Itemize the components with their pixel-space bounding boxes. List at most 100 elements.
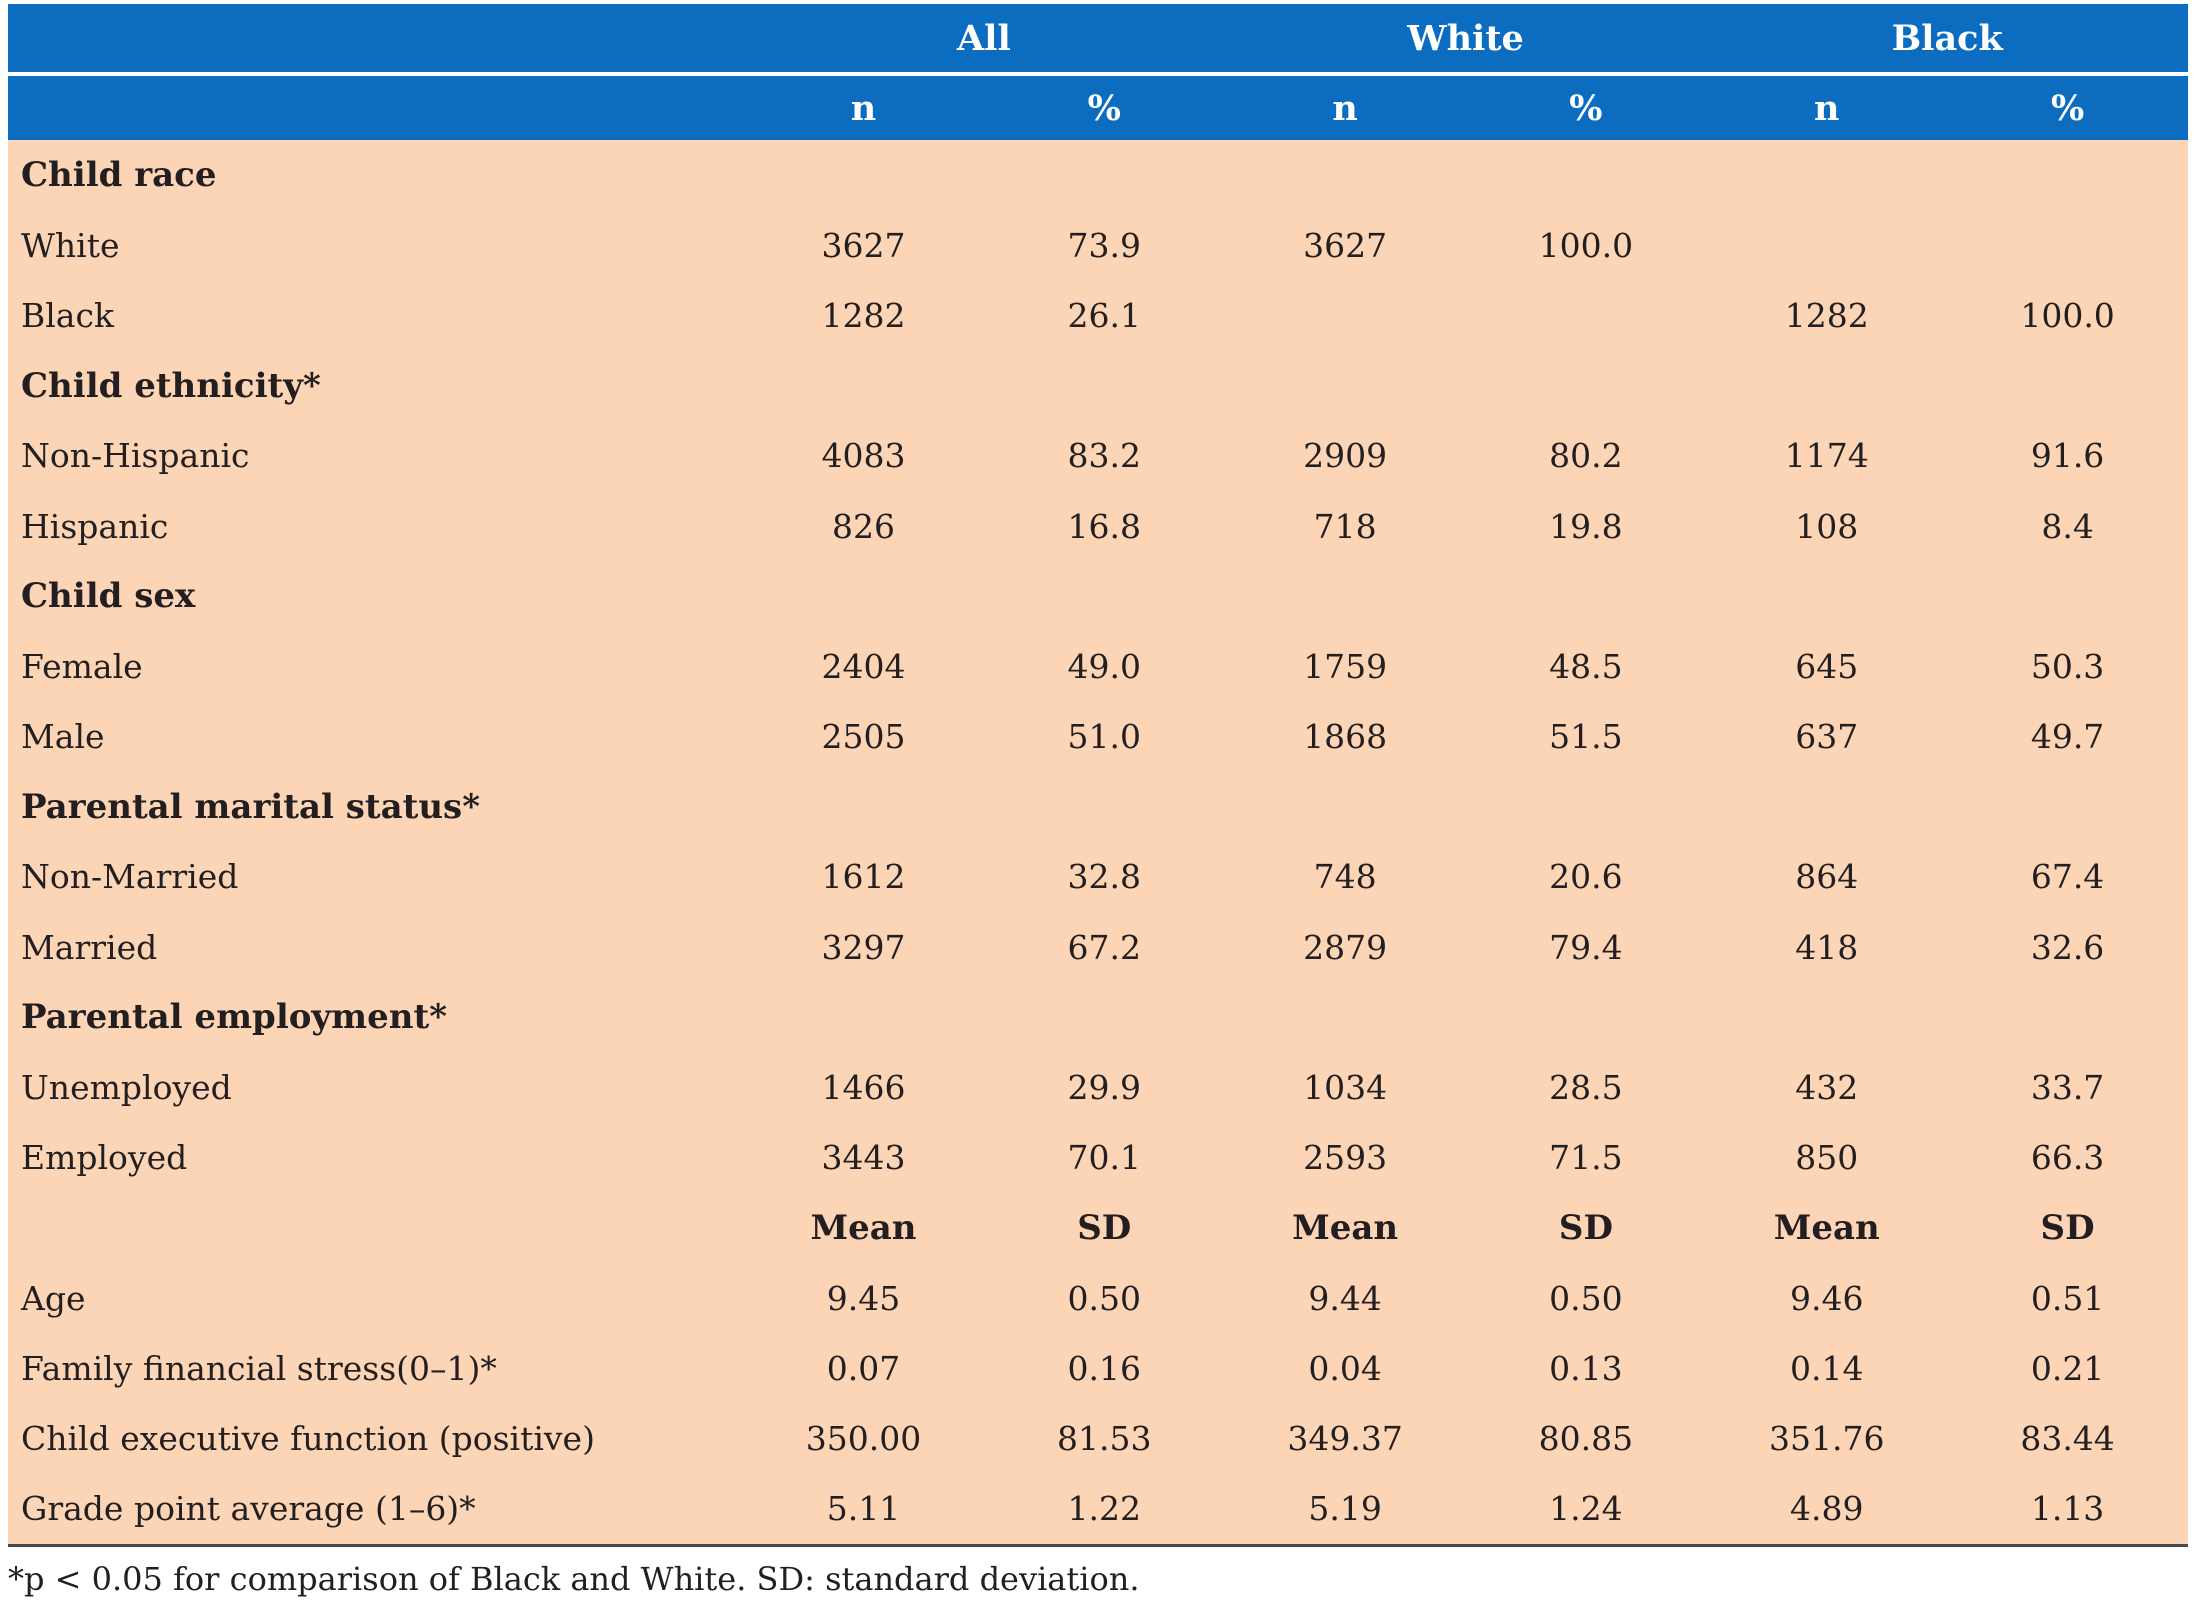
value-cell: 8.4 <box>1947 490 2188 562</box>
value-cell: 28.5 <box>1465 1052 1707 1123</box>
value-cell: 49.0 <box>983 631 1225 702</box>
empty-cell <box>1706 140 1948 211</box>
demographics-table: All White Black n % n % n % Child race Wh… <box>8 4 2188 1547</box>
value-cell: 748 <box>1224 841 1466 913</box>
value-cell: 5.19 <box>1224 1473 1466 1547</box>
value-cell: 637 <box>1706 701 1948 772</box>
value-cell: 0.50 <box>983 1263 1225 1334</box>
value-cell: 66.3 <box>1947 1122 2188 1193</box>
value-cell: 432 <box>1706 1052 1948 1123</box>
value-cell: 418 <box>1706 912 1948 983</box>
stats-header-row: Mean SD Mean SD Mean SD <box>8 1192 2188 1263</box>
value-cell: 0.16 <box>983 1333 1225 1404</box>
value-cell: 83.2 <box>983 420 1225 491</box>
section-title: Child sex <box>8 561 744 632</box>
value-cell: 0.21 <box>1947 1333 2188 1404</box>
row-label: Female <box>8 631 744 702</box>
section-header-row: Parental marital status* <box>8 771 2188 842</box>
value-cell: 1282 <box>743 280 984 351</box>
value-cell: 19.8 <box>1465 490 1707 562</box>
empty-cell <box>743 561 984 632</box>
value-cell: 70.1 <box>983 1122 1225 1193</box>
subheader-cell: % <box>1465 76 1707 140</box>
table-row: Employed 3443 70.1 2593 71.5 850 66.3 <box>8 1122 2188 1193</box>
value-cell <box>1465 280 1707 351</box>
value-cell: 4.89 <box>1706 1473 1948 1547</box>
empty-cell <box>1947 982 2188 1053</box>
value-cell: 108 <box>1706 490 1948 562</box>
empty-cell <box>8 1192 744 1263</box>
empty-cell <box>1465 561 1707 632</box>
value-cell: 350.00 <box>743 1403 984 1474</box>
value-cell: 80.85 <box>1465 1403 1707 1474</box>
value-cell: 3443 <box>743 1122 984 1193</box>
value-cell: 0.07 <box>743 1333 984 1404</box>
section-header-row: Child race <box>8 140 2188 211</box>
section-header-row: Child sex <box>8 561 2188 632</box>
empty-cell <box>743 982 984 1053</box>
value-cell: 67.4 <box>1947 841 2188 913</box>
empty-cell <box>1224 561 1466 632</box>
empty-cell <box>1947 350 2188 421</box>
subheader-cell: % <box>983 76 1225 140</box>
row-label: Male <box>8 701 744 772</box>
empty-cell <box>1706 982 1948 1053</box>
empty-cell <box>1465 140 1707 211</box>
group-header-all: All <box>743 4 1225 72</box>
value-cell: 0.13 <box>1465 1333 1707 1404</box>
stats-header-cell: Mean <box>1706 1192 1948 1263</box>
value-cell: 850 <box>1706 1122 1948 1193</box>
empty-cell <box>1465 771 1707 842</box>
section-title: Parental marital status* <box>8 771 744 842</box>
empty-cell <box>1947 561 2188 632</box>
table-row: Non-Married 1612 32.8 748 20.6 864 67.4 <box>8 841 2188 913</box>
value-cell: 0.51 <box>1947 1263 2188 1334</box>
value-cell: 5.11 <box>743 1473 984 1547</box>
section-header-row: Parental employment* <box>8 982 2188 1053</box>
row-label: Family financial stress(0–1)* <box>8 1333 744 1404</box>
value-cell: 1034 <box>1224 1052 1466 1123</box>
value-cell: 29.9 <box>983 1052 1225 1123</box>
value-cell: 1.24 <box>1465 1473 1707 1547</box>
table-row: Female 2404 49.0 1759 48.5 645 50.3 <box>8 631 2188 702</box>
value-cell: 1868 <box>1224 701 1466 772</box>
empty-cell <box>983 140 1225 211</box>
section-title: Child race <box>8 140 744 211</box>
value-cell: 0.04 <box>1224 1333 1466 1404</box>
empty-cell <box>983 982 1225 1053</box>
row-label: Child executive function (positive) <box>8 1403 744 1474</box>
section-header-row: Child ethnicity* <box>8 350 2188 421</box>
value-cell: 1174 <box>1706 420 1948 491</box>
value-cell: 2593 <box>1224 1122 1466 1193</box>
value-cell: 73.9 <box>983 210 1225 281</box>
value-cell: 864 <box>1706 841 1948 913</box>
subheader-blank-cell <box>8 76 744 140</box>
empty-cell <box>1706 350 1948 421</box>
table-row: Age 9.45 0.50 9.44 0.50 9.46 0.51 <box>8 1263 2188 1334</box>
value-cell: 33.7 <box>1947 1052 2188 1123</box>
value-cell: 1759 <box>1224 631 1466 702</box>
value-cell: 2879 <box>1224 912 1466 983</box>
value-cell: 49.7 <box>1947 701 2188 772</box>
value-cell: 71.5 <box>1465 1122 1707 1193</box>
subheader-cell: % <box>1947 76 2188 140</box>
value-cell: 80.2 <box>1465 420 1707 491</box>
empty-cell <box>1947 771 2188 842</box>
empty-cell <box>983 561 1225 632</box>
value-cell: 9.45 <box>743 1263 984 1334</box>
section-title: Child ethnicity* <box>8 350 744 421</box>
empty-cell <box>1224 350 1466 421</box>
value-cell: 50.3 <box>1947 631 2188 702</box>
value-cell: 3297 <box>743 912 984 983</box>
value-cell: 100.0 <box>1465 210 1707 281</box>
value-cell: 9.44 <box>1224 1263 1466 1334</box>
header-blank-cell <box>8 4 744 72</box>
demographics-table-container: All White Black n % n % n % Child race Wh… <box>8 4 2188 1547</box>
value-cell: 4083 <box>743 420 984 491</box>
row-label: Unemployed <box>8 1052 744 1123</box>
stats-header-cell: SD <box>1947 1192 2188 1263</box>
row-label: Non-Hispanic <box>8 420 744 491</box>
table-row: Child executive function (positive) 350.0… <box>8 1403 2188 1474</box>
subheader-cell: n <box>743 76 984 140</box>
stats-header-cell: Mean <box>1224 1192 1466 1263</box>
